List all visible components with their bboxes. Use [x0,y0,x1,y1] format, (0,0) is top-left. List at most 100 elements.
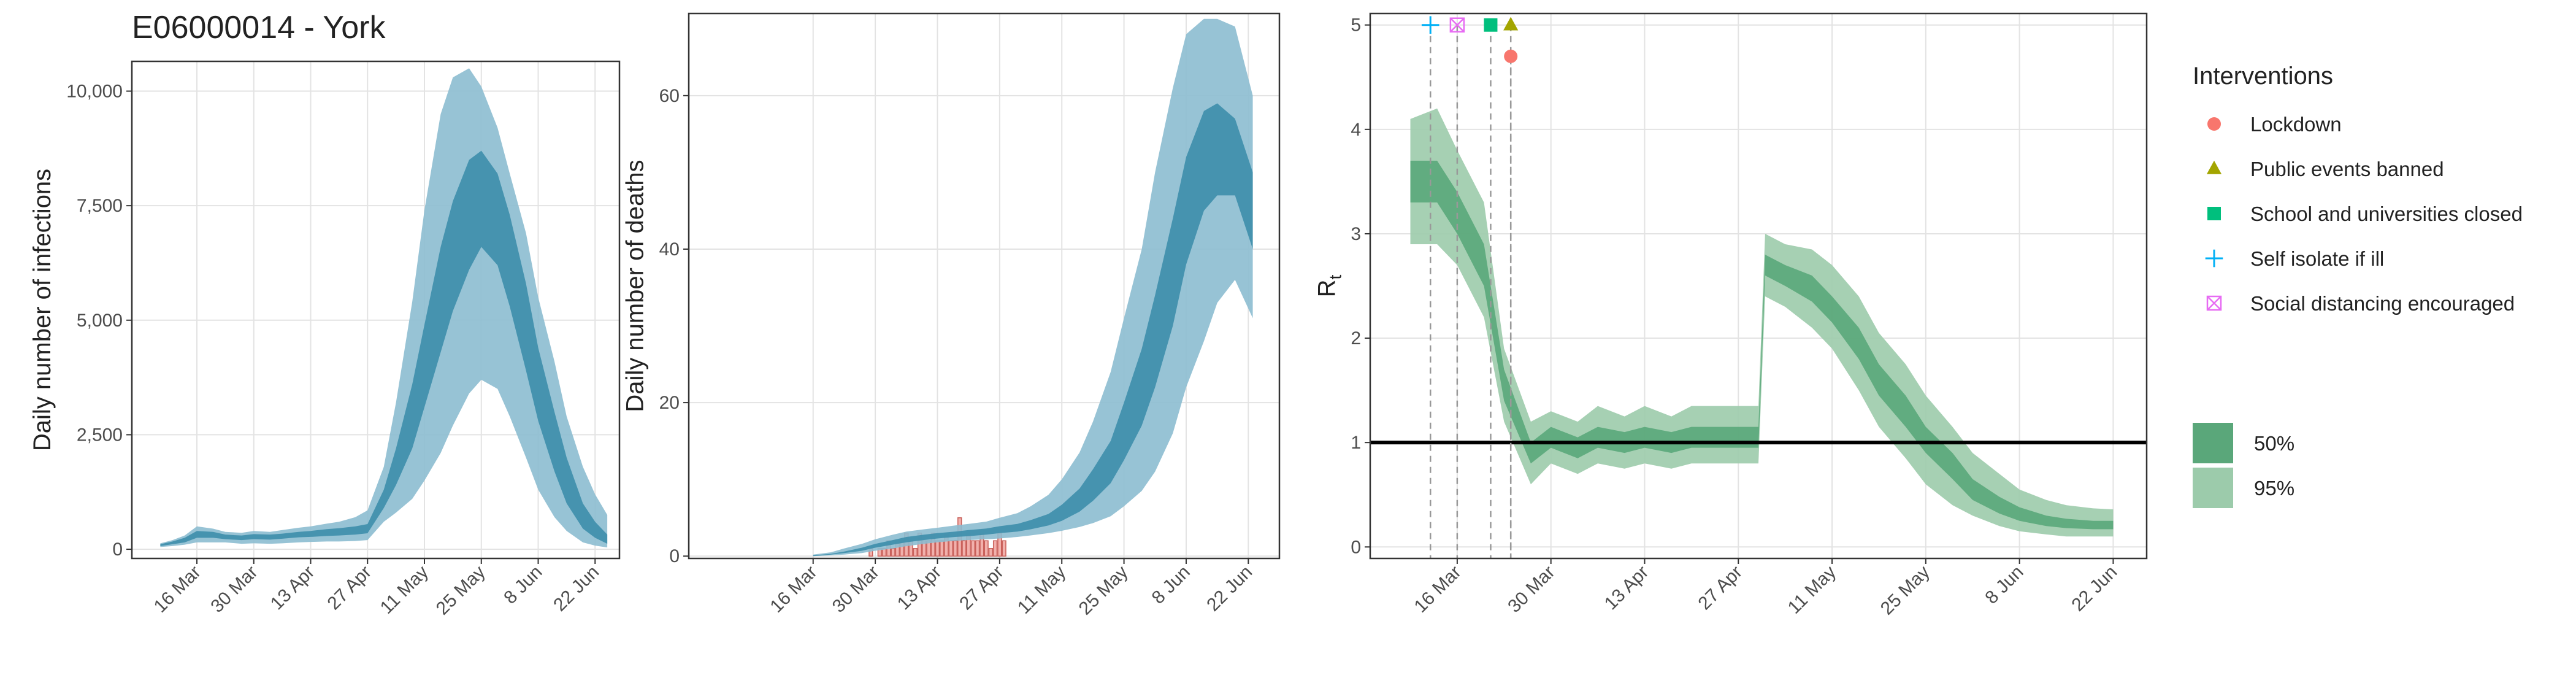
x-tick-label: 27 Apr [324,562,376,614]
plot-border [688,12,1281,560]
x-tick-label: 13 Apr [1601,562,1653,614]
x-tick-label: 27 Apr [956,562,1008,614]
x-tick-label: 25 May [1877,562,1934,619]
y-tick-label: 5,000 [77,311,123,331]
y-tick-label: 20 [659,393,680,413]
bar [891,547,895,557]
x-tick-label: 8 Jun [1148,562,1194,608]
y-tick-label: 40 [659,239,680,260]
legend-label: 50% [2254,432,2294,455]
y-tick-label: 10,000 [66,82,123,102]
marker [1503,17,1519,31]
x-tick-label: 25 May [432,562,489,619]
legend-label: Lockdown [2250,113,2342,136]
x-tick-label: 27 Apr [1695,562,1747,614]
marker-shape [1449,17,1465,33]
marker-shape [1503,17,1519,31]
bar [913,547,918,557]
y-tick-label: 4 [1351,120,1361,140]
bar [992,540,998,557]
band [813,103,1253,557]
y-axis-title-text: Daily number of deaths [622,160,649,412]
legend-swatch [2193,423,2233,463]
x-tick-label: 22 Jun [2068,562,2121,615]
band [1410,160,2114,530]
y-tick-label: 0 [669,546,680,566]
x-tick-label: 22 Jun [550,562,603,615]
marker [2207,117,2221,131]
legend-title: Interventions [2193,63,2333,90]
marker-shape [2207,207,2221,220]
legend-label: 95% [2254,477,2294,500]
y-tick-label: 3 [1351,224,1361,244]
marker-shape [2207,117,2221,131]
marker [2205,249,2223,268]
y-tick-label: 7,500 [77,196,123,216]
x-tick-label: 16 Mar [766,562,821,617]
marker-shape [1484,18,1498,32]
x-tick-label: 30 Mar [829,562,883,617]
marker [1449,17,1465,33]
bar [988,547,994,557]
marker [1421,16,1439,34]
legend-label: Public events banned [2250,158,2444,180]
marker [1504,49,1518,63]
bar [953,540,958,557]
y-tick-label: 1 [1351,433,1361,453]
legend-label: Social distancing encouraged [2250,292,2515,315]
legend-swatch [2193,468,2233,508]
band [1410,108,2114,537]
bar [975,540,980,557]
x-tick-label: 8 Jun [500,562,546,608]
chart-title: E06000014 - York [132,10,386,45]
marker [2206,160,2222,174]
y-tick-label: 2,500 [77,425,123,445]
x-tick-label: 16 Mar [1410,562,1465,617]
x-tick-label: 13 Apr [267,562,319,614]
marker [2207,207,2221,220]
plot-border [131,60,621,560]
y-tick-label: 2 [1351,328,1361,349]
bar [935,540,940,557]
y-axis-title: Daily number of infections [29,169,56,451]
bar [940,540,945,557]
bar [970,540,976,557]
marker-shape [2206,160,2222,174]
marker-shape [1504,49,1518,63]
x-tick-label: 13 Apr [894,562,946,614]
marker [1484,18,1498,32]
x-tick-label: 11 May [1014,562,1070,618]
x-tick-label: 30 Mar [207,562,261,617]
y-axis-title-text: Daily number of infections [29,169,56,451]
bar [1002,540,1006,557]
x-tick-label: 22 Jun [1203,562,1256,615]
plot-background [1370,14,2147,558]
x-tick-label: 11 May [377,562,432,618]
x-tick-label: 25 May [1075,562,1132,619]
bar [984,540,989,557]
marker [2206,295,2222,311]
y-axis-title-subscript: t [1325,274,1344,279]
marker-shape [2207,296,2221,311]
y-tick-label: 5 [1351,15,1361,36]
x-tick-label: 11 May [1784,562,1840,618]
x-tick-label: 8 Jun [1981,562,2027,608]
y-axis-title-text: R [1313,279,1340,297]
bar [948,540,953,557]
y-axis-title: Daily number of deaths [622,160,649,412]
plot-border [1369,12,2148,560]
legend-label: Self isolate if ill [2250,247,2384,270]
x-tick-label: 30 Mar [1504,562,1558,617]
marker-shape [1449,17,1465,33]
marker-shape [2206,295,2222,311]
y-axis-title: Rt [1313,274,1344,297]
x-tick-label: 16 Mar [150,562,205,617]
y-tick-label: 60 [659,86,680,106]
band [160,150,608,546]
legend-label: School and universities closed [2250,203,2523,225]
bar [962,540,967,557]
y-tick-label: 0 [112,539,123,560]
y-tick-label: 0 [1351,537,1361,557]
